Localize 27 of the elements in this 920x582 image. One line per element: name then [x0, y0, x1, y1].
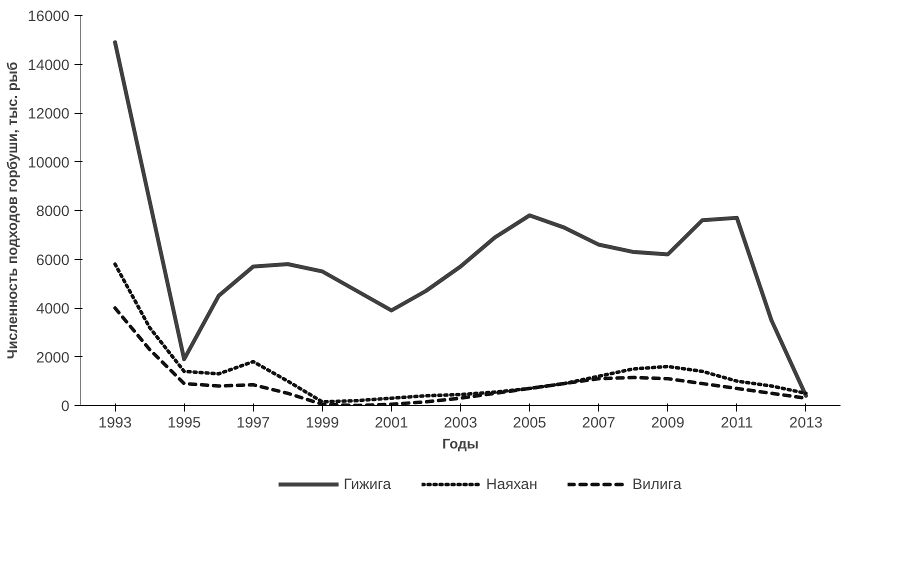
x-tick-label: 2009: [651, 414, 684, 432]
x-tick-label: 1997: [236, 414, 270, 432]
x-tick-label: 2013: [789, 414, 823, 432]
y-tick-label: 12000: [28, 106, 70, 122]
x-tick-label: 2007: [582, 414, 616, 432]
y-tick-label: 0: [61, 398, 70, 415]
y-axis-title: Численность подходов горбуши, тыс. рыб: [4, 62, 20, 360]
y-tick-label: 14000: [28, 56, 70, 74]
legend-label: Гижига: [344, 476, 392, 492]
y-tick-label: 4000: [36, 300, 70, 318]
y-tick-label: 2000: [36, 349, 70, 366]
legend-label: Наяхан: [486, 476, 538, 492]
x-tick-label: 2011: [720, 414, 753, 432]
x-tick-label: 2001: [374, 414, 408, 432]
legend-label: Вилига: [632, 476, 682, 492]
x-tick-label: 1993: [98, 414, 132, 432]
y-tick-label: 16000: [28, 8, 70, 25]
x-tick-label: 2003: [444, 414, 478, 432]
y-tick-label: 8000: [36, 203, 70, 220]
x-tick-label: 2005: [512, 414, 546, 432]
y-tick-label: 10000: [28, 154, 70, 172]
x-tick-label: 1999: [306, 414, 340, 432]
y-tick-label: 6000: [36, 252, 70, 269]
line-series: [113, 40, 808, 398]
x-axis-title: Годы: [442, 436, 479, 452]
x-tick-label: 1995: [167, 414, 201, 432]
line-series: [113, 262, 808, 404]
